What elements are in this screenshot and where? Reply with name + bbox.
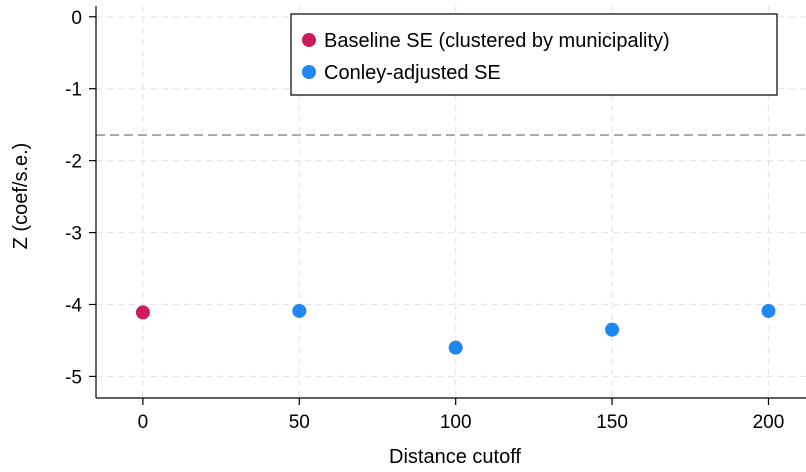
x-tick-label: 150 — [596, 412, 628, 433]
x-tick-label: 100 — [440, 412, 472, 433]
data-points — [135, 303, 776, 355]
legend: Baseline SE (clustered by municipality) … — [290, 13, 778, 96]
x-tick-label: 0 — [138, 412, 149, 433]
conley-point — [761, 303, 776, 318]
y-tick-label: -1 — [65, 80, 82, 101]
x-tick-label: 50 — [289, 412, 310, 433]
y-tick-label: -5 — [65, 367, 82, 388]
ticks: 0 -1 -2 -3 -4 -5 0 50 100 150 200 — [65, 8, 784, 433]
legend-label-baseline: Baseline SE (clustered by municipality) — [324, 30, 670, 52]
y-axis-title: Z (coef/s.e.) — [10, 143, 32, 250]
legend-swatch-conley — [302, 65, 316, 79]
conley-point — [292, 303, 307, 318]
conley-point — [448, 340, 463, 355]
y-tick-label: -2 — [65, 152, 82, 173]
legend-box — [290, 13, 778, 96]
axes — [95, 6, 806, 399]
y-tick-label: -4 — [65, 295, 82, 316]
legend-swatch-baseline — [302, 33, 316, 47]
y-tick-label: -3 — [65, 224, 82, 245]
baseline-point — [135, 305, 150, 320]
x-tick-label: 200 — [753, 412, 785, 433]
x-axis-title: Distance cutoff — [389, 446, 521, 468]
y-tick-label: 0 — [71, 8, 82, 29]
conley-point — [605, 322, 620, 337]
legend-label-conley: Conley-adjusted SE — [324, 62, 501, 84]
